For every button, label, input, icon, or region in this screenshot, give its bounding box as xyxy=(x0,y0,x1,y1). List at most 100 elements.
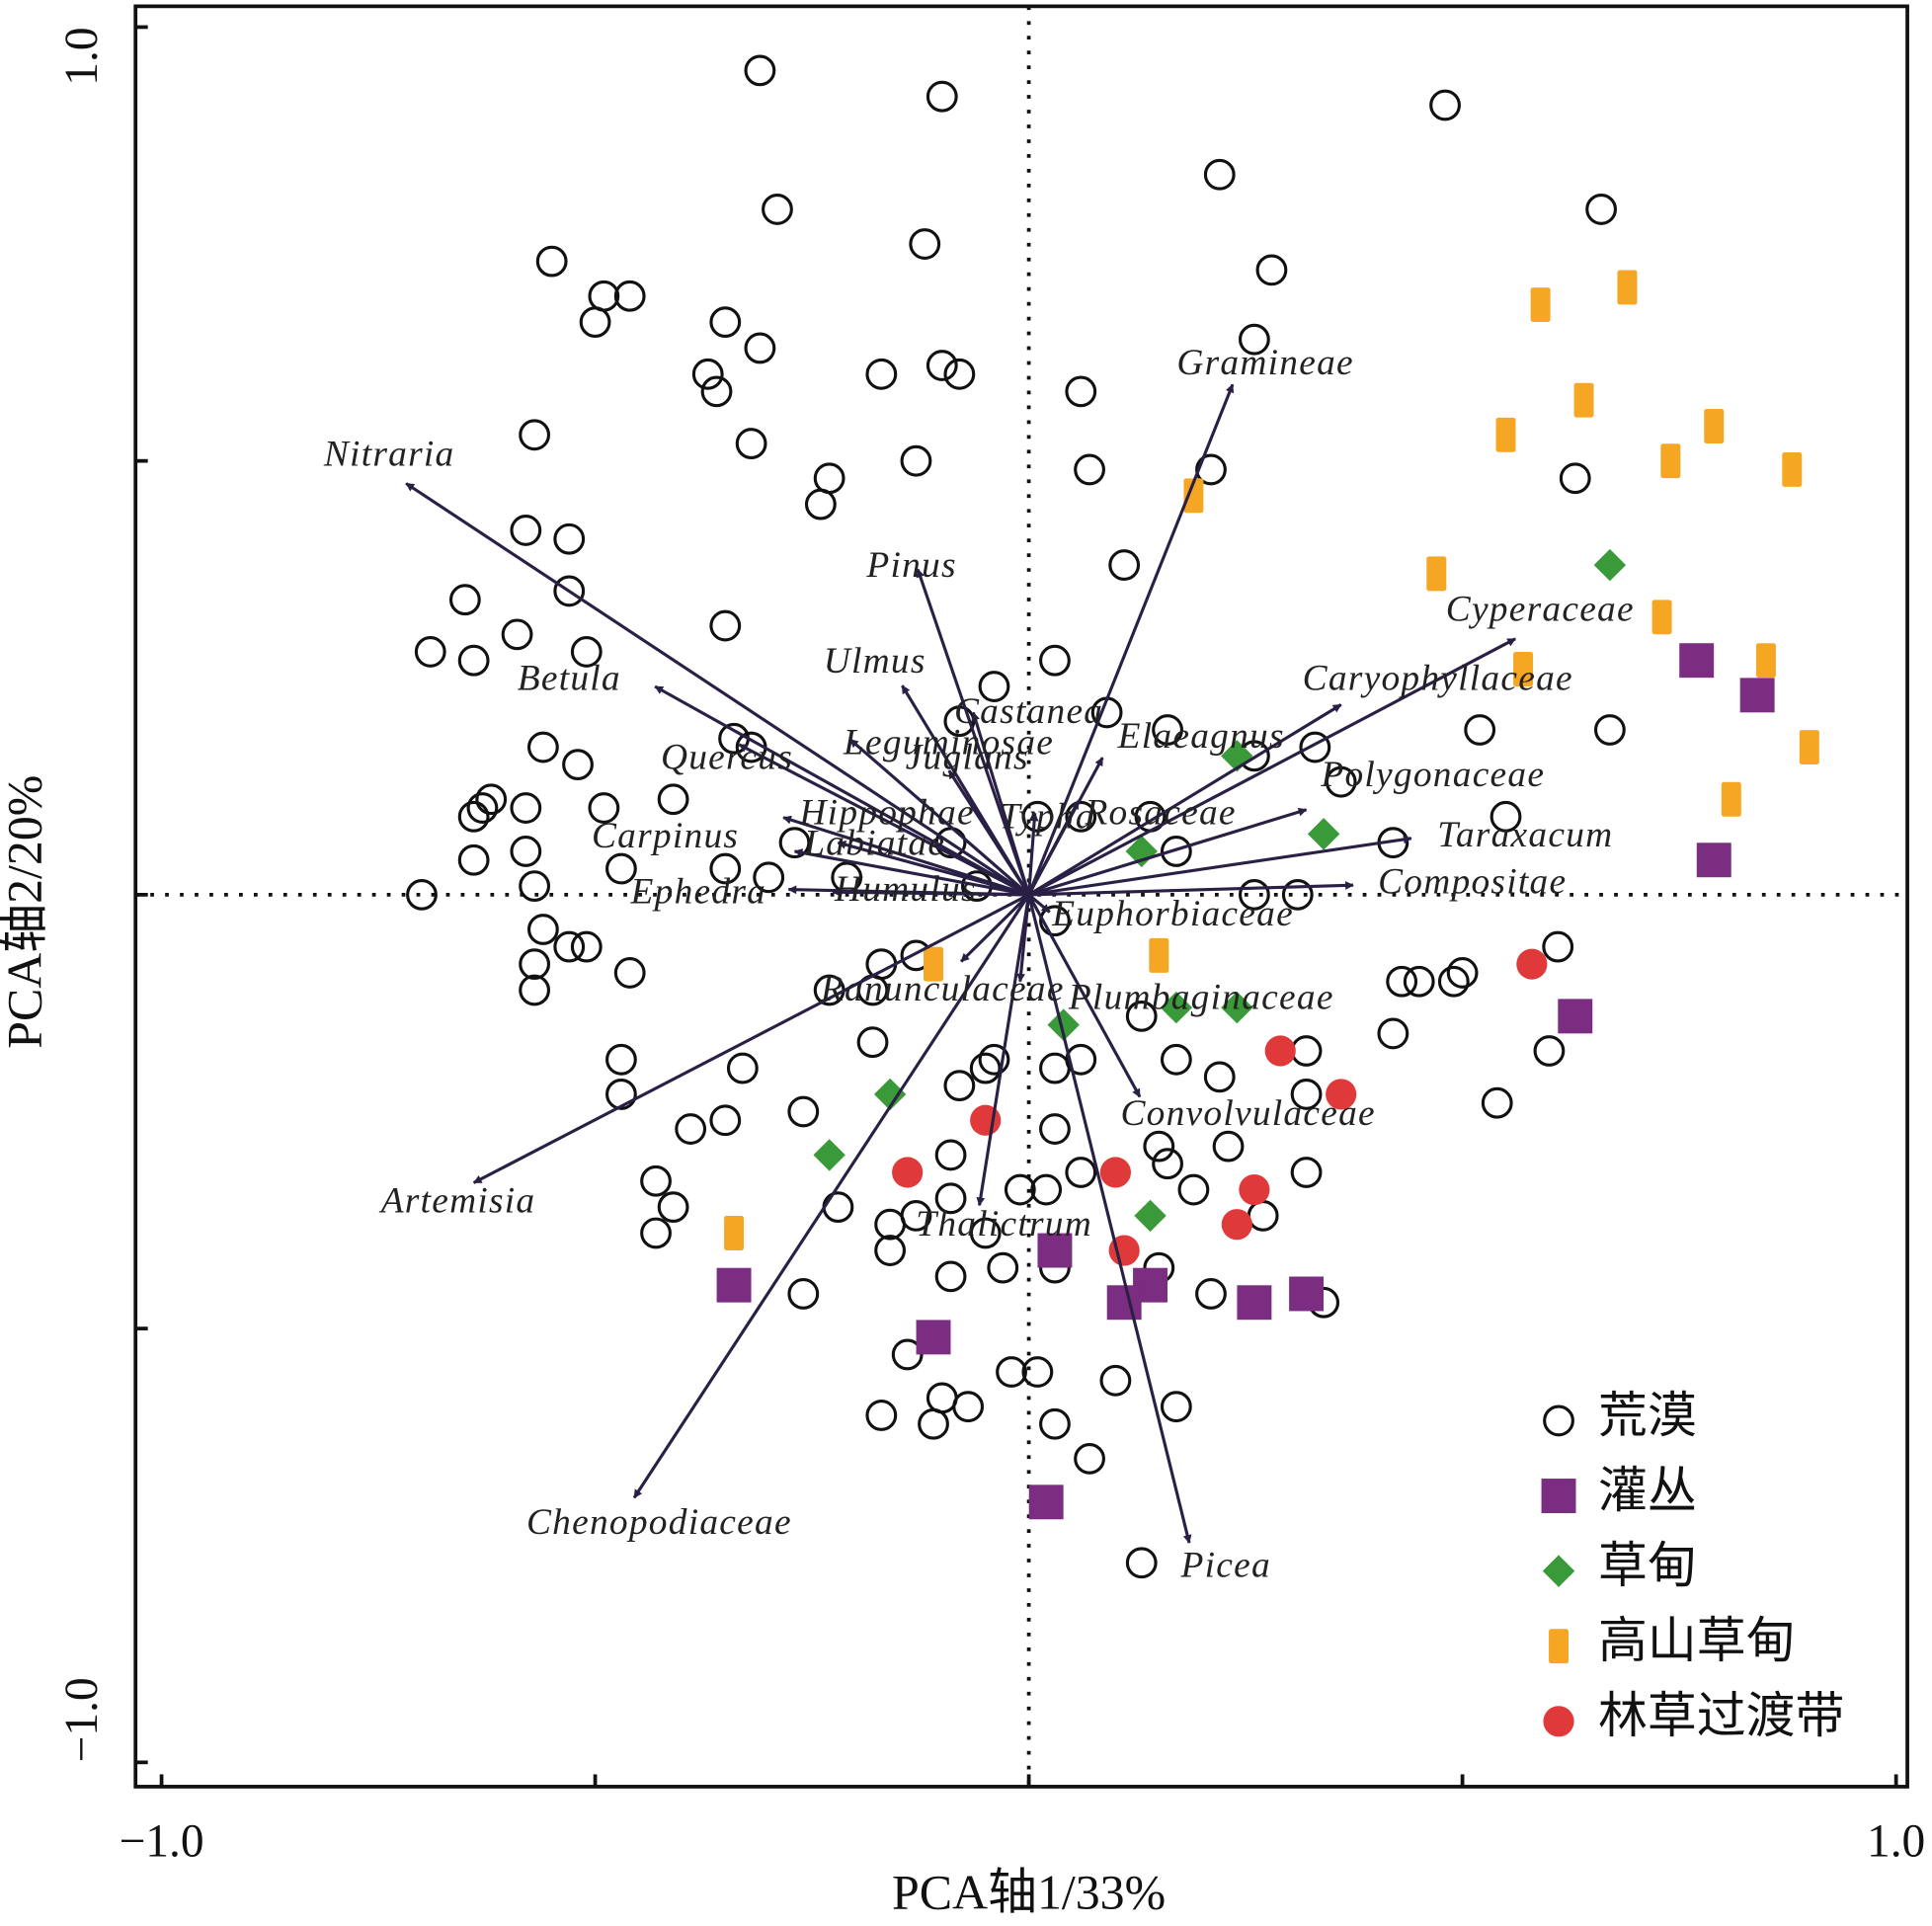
point xyxy=(1799,730,1819,765)
point xyxy=(726,1052,759,1084)
point xyxy=(961,870,993,903)
point xyxy=(1290,1157,1323,1188)
legend-label: 高山草甸 xyxy=(1598,1614,1796,1668)
point xyxy=(1037,1233,1073,1268)
loading-label: Plumbaginaceae xyxy=(1068,978,1334,1018)
point xyxy=(934,1182,967,1215)
point xyxy=(1047,1008,1080,1041)
point xyxy=(1516,948,1548,980)
point xyxy=(1106,1285,1142,1321)
loading-label: Thalictrum xyxy=(916,1204,1092,1244)
point xyxy=(787,1095,820,1128)
point xyxy=(1281,878,1314,911)
point xyxy=(892,1157,924,1188)
point xyxy=(510,792,542,824)
point xyxy=(1290,1035,1323,1067)
point xyxy=(1177,1173,1210,1206)
point xyxy=(856,1026,889,1059)
loading-arrow xyxy=(837,841,1030,897)
point xyxy=(1238,878,1270,911)
loading-label: Quercus xyxy=(661,737,793,777)
point xyxy=(1403,965,1435,998)
point xyxy=(1755,643,1776,679)
point xyxy=(1203,1061,1236,1093)
point xyxy=(744,54,776,87)
loading-arrow xyxy=(1027,894,1192,1544)
point xyxy=(1558,999,1593,1034)
point xyxy=(1530,287,1551,323)
point xyxy=(553,575,586,607)
point xyxy=(1143,1130,1175,1163)
legend-label: 草甸 xyxy=(1598,1539,1697,1593)
point xyxy=(1513,652,1534,686)
point xyxy=(1030,1173,1063,1206)
point xyxy=(1289,1276,1325,1312)
point xyxy=(605,1043,637,1076)
point xyxy=(1247,1199,1279,1232)
point xyxy=(414,636,446,668)
loading-arrow xyxy=(1028,881,1354,897)
point xyxy=(519,948,551,981)
point xyxy=(466,792,499,824)
point xyxy=(519,870,551,903)
point xyxy=(1125,1000,1158,1032)
point xyxy=(613,280,646,312)
loading-arrow xyxy=(793,848,1029,897)
point xyxy=(1160,1043,1192,1076)
x-tick-label: 1.0 xyxy=(1867,1816,1925,1868)
point xyxy=(1238,323,1270,356)
loading-label: Carpinus xyxy=(592,816,739,856)
point xyxy=(457,644,490,677)
loading-arrow xyxy=(1027,637,1516,897)
point xyxy=(1125,1547,1158,1579)
point xyxy=(1437,965,1470,998)
point xyxy=(709,306,742,339)
point xyxy=(519,974,551,1006)
point xyxy=(510,836,542,867)
loading-label: Ulmus xyxy=(824,641,926,682)
point xyxy=(1307,818,1340,850)
loading-label: Typha xyxy=(1000,796,1095,837)
point xyxy=(1696,843,1731,878)
point xyxy=(640,1164,672,1197)
loading-label: Leguminosae xyxy=(843,722,1054,762)
loading-label: Picea xyxy=(1180,1546,1271,1586)
loading-arrow xyxy=(472,893,1030,1184)
point xyxy=(1021,1356,1054,1388)
point xyxy=(924,946,943,982)
point xyxy=(1195,453,1227,486)
point xyxy=(865,1400,898,1431)
point xyxy=(1065,800,1097,833)
legend-marker xyxy=(1549,1629,1570,1664)
loading-arrow xyxy=(947,769,1030,896)
point xyxy=(1039,1113,1071,1145)
point xyxy=(501,618,533,651)
point xyxy=(1679,643,1715,679)
loading-label: Ranunculaceae xyxy=(820,969,1065,1009)
loading-arrow xyxy=(848,738,1030,897)
point xyxy=(943,358,976,390)
loading-arrow xyxy=(832,887,1029,897)
point xyxy=(943,1070,976,1102)
x-axis-label: PCA轴1/33% xyxy=(892,1866,1166,1920)
point xyxy=(1152,714,1183,746)
point xyxy=(510,515,542,546)
loading-label: Taraxacum xyxy=(1437,815,1613,855)
point xyxy=(640,1217,672,1249)
point xyxy=(1573,382,1594,418)
point xyxy=(1264,1035,1296,1067)
point xyxy=(709,609,742,642)
point xyxy=(709,1104,742,1137)
legend-marker xyxy=(1543,1706,1574,1737)
point xyxy=(570,930,603,963)
point xyxy=(1160,836,1192,867)
loading-arrow xyxy=(971,711,1031,896)
point xyxy=(1464,714,1496,746)
point xyxy=(570,636,603,668)
loading-label: Euphorbiaceae xyxy=(1051,894,1294,934)
point xyxy=(970,1104,1002,1136)
loading-label: Pinus xyxy=(865,545,956,586)
point xyxy=(787,1278,820,1310)
loading-label: Artemisia xyxy=(378,1180,536,1221)
